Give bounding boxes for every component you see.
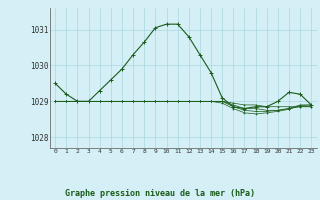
Text: Graphe pression niveau de la mer (hPa): Graphe pression niveau de la mer (hPa) — [65, 189, 255, 198]
